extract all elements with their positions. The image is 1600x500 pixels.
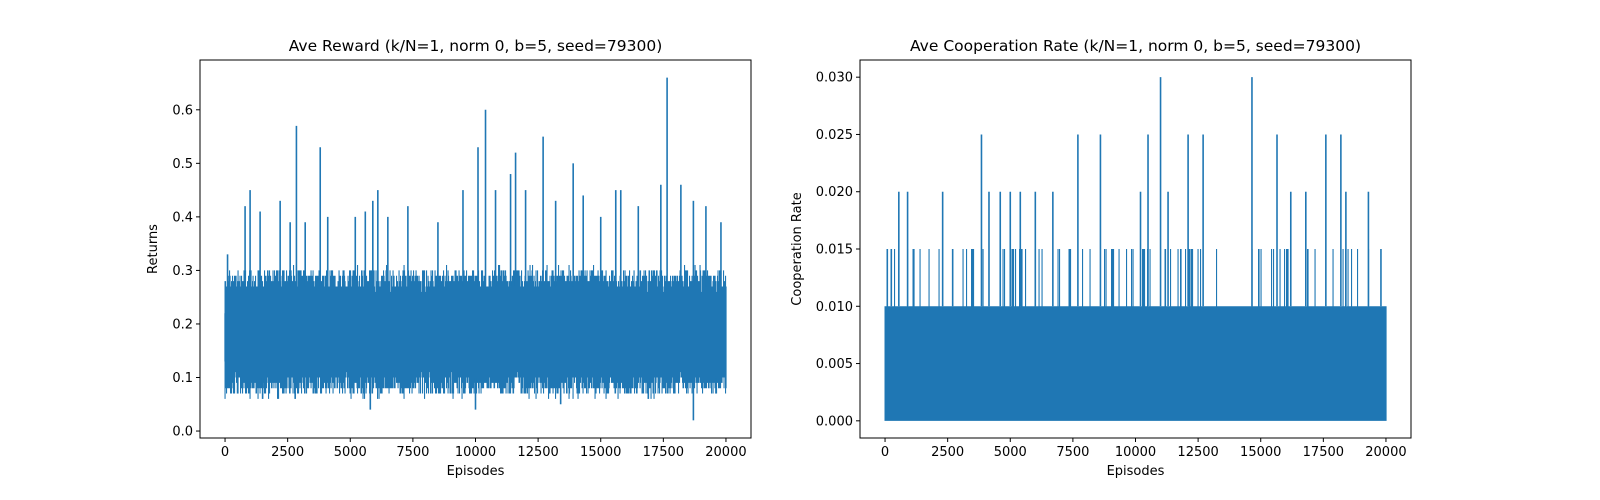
cooperation-y-tick-label: 0.005 <box>816 357 853 372</box>
cooperation-x-tick-label: 12500 <box>1177 445 1218 460</box>
reward-x-tick-label: 15000 <box>580 445 621 460</box>
cooperation-x-tick-label: 15000 <box>1240 445 1281 460</box>
reward-chart: 0 2500 5000 7500 10000 12500 15000 17500 20000 0.… <box>146 37 752 479</box>
reward-x-tick-label: 2500 <box>271 445 304 460</box>
cooperation-plot-data <box>884 77 1387 421</box>
cooperation-series-line <box>884 249 1387 421</box>
reward-y-tick-label: 0.1 <box>172 371 193 386</box>
cooperation-x-axis-label: Episodes <box>1107 464 1165 479</box>
reward-y-tick-label: 0.0 <box>172 425 193 440</box>
cooperation-chart-title: Ave Cooperation Rate (k/N=1, norm 0, b=5… <box>910 37 1361 55</box>
cooperation-x-tick-label: 2500 <box>931 445 964 460</box>
reward-x-tick-label: 10000 <box>455 445 496 460</box>
reward-x-tick-label: 17500 <box>643 445 684 460</box>
cooperation-y-tick-label: 0.025 <box>816 128 853 143</box>
cooperation-y-tick-label: 0.020 <box>816 185 853 200</box>
cooperation-y-axis-label: Cooperation Rate <box>790 192 805 305</box>
reward-x-tick-label: 5000 <box>334 445 367 460</box>
cooperation-x-tick-label: 5000 <box>994 445 1027 460</box>
reward-y-tick-label: 0.3 <box>172 264 193 279</box>
cooperation-y-tick-label: 0.030 <box>816 71 853 86</box>
reward-chart-title: Ave Reward (k/N=1, norm 0, b=5, seed=793… <box>289 37 663 55</box>
reward-y-tick-label: 0.2 <box>172 317 193 332</box>
reward-y-axis-label: Returns <box>146 224 161 274</box>
reward-x-tick-label: 20000 <box>705 445 746 460</box>
cooperation-x-tick-label: 7500 <box>1056 445 1089 460</box>
cooperation-x-tick-label: 0 <box>881 445 889 460</box>
cooperation-x-tick-label: 10000 <box>1115 445 1156 460</box>
reward-y-tick-label: 0.4 <box>172 210 193 225</box>
reward-y-tick-label: 0.5 <box>172 157 193 172</box>
cooperation-chart: 0 2500 5000 7500 10000 12500 15000 17500 20000 0.… <box>790 37 1412 479</box>
reward-x-axis-label: Episodes <box>447 464 505 479</box>
cooperation-x-tick-label: 20000 <box>1365 445 1406 460</box>
reward-ticks: 0 2500 5000 7500 10000 12500 15000 17500 20000 0.… <box>172 103 746 460</box>
reward-plot-data <box>224 77 727 421</box>
cooperation-ticks: 0 2500 5000 7500 10000 12500 15000 17500 20000 0.… <box>816 71 1407 460</box>
cooperation-y-tick-label: 0.015 <box>816 243 853 258</box>
reward-x-tick-label: 12500 <box>517 445 558 460</box>
reward-x-tick-label: 7500 <box>396 445 429 460</box>
cooperation-x-tick-label: 17500 <box>1303 445 1344 460</box>
reward-y-tick-label: 0.6 <box>172 103 193 118</box>
cooperation-y-tick-label: 0.010 <box>816 300 853 315</box>
cooperation-y-tick-label: 0.000 <box>816 414 853 429</box>
reward-x-tick-label: 0 <box>221 445 229 460</box>
